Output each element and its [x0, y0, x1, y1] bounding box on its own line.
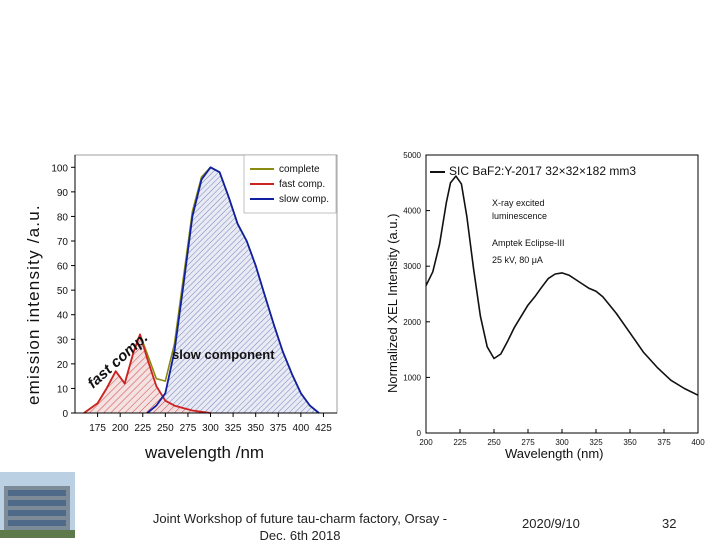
building-window-row	[8, 520, 66, 526]
left-y-tick-label: 10	[57, 384, 69, 395]
right-x-tick-label: 350	[623, 438, 637, 447]
left-y-tick-label: 20	[57, 360, 69, 371]
right-legend-label: SIC BaF2:Y-2017 32×32×182 mm3	[449, 164, 636, 178]
right-x-tick-label: 400	[691, 438, 705, 447]
left-x-tick-label: 425	[315, 423, 332, 434]
right-x-tick-label: 300	[555, 438, 569, 447]
left-x-tick-label: 200	[112, 423, 129, 434]
left-area-fast	[84, 334, 211, 413]
left-x-ticks: 175 200 225 250 275 300 325 350 375 400 425	[89, 413, 332, 434]
right-y-tick-label: 3000	[403, 262, 421, 271]
left-y-tick-label: 80	[57, 212, 69, 223]
legend-label-complete: complete	[279, 164, 320, 175]
footer-page-number: 32	[662, 516, 677, 531]
building-ground	[0, 530, 75, 538]
left-y-tick-label: 100	[51, 163, 68, 174]
right-y-tick-label: 4000	[403, 207, 421, 216]
left-y-tick-label: 40	[57, 311, 69, 322]
building-window-row	[8, 510, 66, 516]
left-y-tick-label: 0	[62, 409, 68, 420]
footer-date: 2020/9/10	[522, 516, 580, 531]
right-chart: 200 225 250 275 300 325 350 375 400 0 1000 2000 300…	[385, 151, 705, 461]
building-image	[0, 472, 75, 538]
left-x-tick-label: 375	[270, 423, 287, 434]
right-plot-frame	[425, 154, 699, 434]
right-x-tick-label: 200	[419, 438, 433, 447]
right-x-tick-label: 225	[453, 438, 467, 447]
left-x-tick-label: 400	[293, 423, 310, 434]
right-y-ticks: 0 1000 2000 3000 4000 5000	[403, 151, 430, 438]
annotation-luminescence: luminescence	[492, 211, 547, 221]
legend-label-fast: fast comp.	[279, 179, 325, 190]
left-y-tick-label: 60	[57, 262, 69, 273]
left-x-tick-label: 350	[247, 423, 264, 434]
annotation-slow-component: slow component	[172, 347, 275, 362]
legend-label-slow: slow comp.	[279, 194, 329, 205]
right-legend: SIC BaF2:Y-2017 32×32×182 mm3	[430, 164, 636, 178]
left-x-axis-title: wavelength /nm	[144, 443, 264, 462]
annotation-amptek: Amptek Eclipse-III	[492, 238, 565, 248]
right-y-tick-label: 0	[417, 429, 422, 438]
left-y-tick-label: 30	[57, 335, 69, 346]
building-window-row	[8, 490, 66, 496]
left-y-tick-label: 90	[57, 188, 69, 199]
annotation-xray-excited: X-ray excited	[492, 198, 545, 208]
left-y-tick-label: 70	[57, 237, 69, 248]
right-x-tick-label: 375	[657, 438, 671, 447]
left-x-tick-label: 225	[134, 423, 151, 434]
left-y-axis-title: emission intensity /a.u.	[24, 204, 43, 405]
footer-event-title: Joint Workshop of future tau-charm facto…	[152, 511, 448, 543]
right-x-tick-label: 325	[589, 438, 603, 447]
right-y-tick-label: 5000	[403, 151, 421, 160]
right-series-lines	[425, 175, 699, 396]
right-x-ticks: 200 225 250 275 300 325 350 375 400	[419, 429, 705, 447]
right-y-tick-label: 1000	[403, 373, 421, 382]
left-legend: complete fast comp. slow comp.	[243, 154, 337, 214]
right-x-tick-label: 250	[487, 438, 501, 447]
right-x-tick-label: 275	[521, 438, 535, 447]
annotation-kv-ua: 25 kV, 80 μA	[492, 255, 543, 265]
left-x-tick-label: 300	[202, 423, 219, 434]
right-y-tick-label: 2000	[403, 318, 421, 327]
right-y-axis-title: Normalized XEL Intensity (a.u.)	[385, 214, 400, 393]
left-x-tick-label: 275	[180, 423, 197, 434]
left-series-areas	[84, 167, 319, 413]
left-x-tick-label: 325	[225, 423, 242, 434]
left-chart: 175 200 225 250 275 300 325 350 375 400 425 0 10 20 3…	[24, 150, 342, 462]
left-line-slow	[146, 166, 320, 414]
left-line-fast	[83, 333, 211, 414]
left-series-lines	[83, 166, 320, 414]
right-x-axis-title: Wavelength (nm)	[505, 446, 604, 461]
left-y-tick-label: 50	[57, 286, 69, 297]
left-x-tick-label: 250	[157, 423, 174, 434]
left-x-tick-label: 175	[89, 423, 106, 434]
right-line-baf2	[425, 175, 699, 396]
building-window-row	[8, 500, 66, 506]
left-area-slow	[147, 167, 319, 413]
left-y-ticks: 0 10 20 30 40 50 60 70 80 90 100	[51, 163, 75, 420]
